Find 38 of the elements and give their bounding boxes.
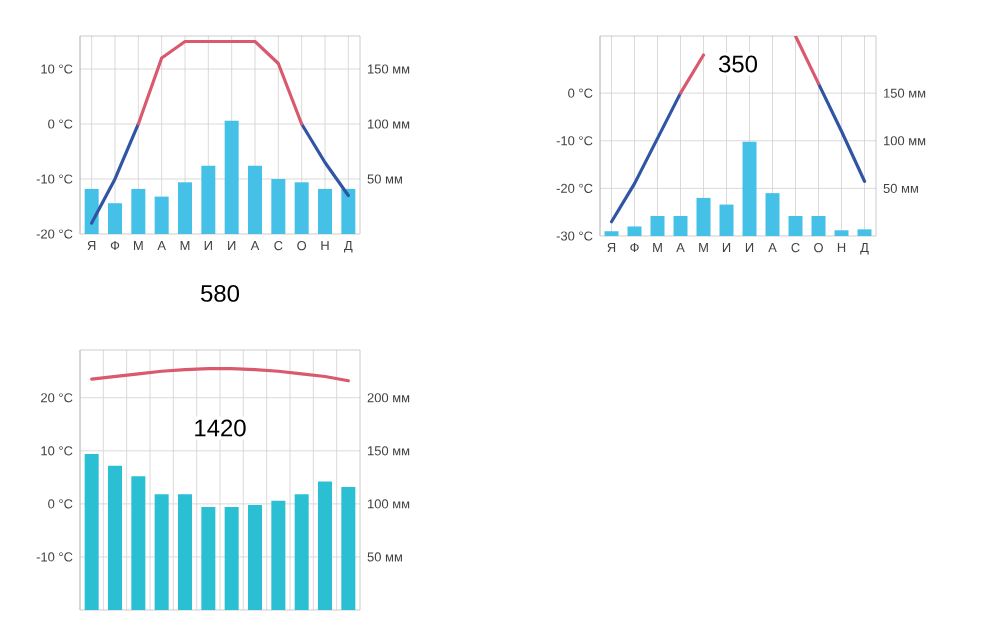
bar xyxy=(788,215,803,236)
bar xyxy=(84,188,99,234)
bar xyxy=(108,465,122,610)
bar xyxy=(131,476,146,610)
bar xyxy=(765,193,780,236)
bar xyxy=(341,486,356,610)
text: 580 xyxy=(201,284,240,302)
bar xyxy=(294,182,309,234)
bar xyxy=(742,141,757,236)
bar xyxy=(248,165,262,234)
bar xyxy=(154,494,169,610)
bar xyxy=(673,215,688,236)
bar xyxy=(271,178,286,234)
bar xyxy=(131,188,146,234)
bar xyxy=(834,230,849,236)
bar xyxy=(224,507,239,610)
bar xyxy=(201,507,216,610)
bar xyxy=(154,196,169,234)
annotation: 350 xyxy=(718,55,758,73)
bar xyxy=(696,197,711,236)
bar xyxy=(224,120,239,234)
bar xyxy=(84,454,99,610)
bar xyxy=(719,204,734,236)
bar xyxy=(627,226,642,236)
bar xyxy=(318,188,332,234)
bar xyxy=(271,500,286,610)
bar xyxy=(811,215,826,236)
bar xyxy=(318,481,332,610)
bar xyxy=(650,215,665,236)
bar xyxy=(294,494,309,610)
annotation: 1420 xyxy=(195,419,246,437)
bar xyxy=(178,182,192,234)
bar xyxy=(178,494,192,610)
bar xyxy=(201,165,216,234)
bar xyxy=(341,188,356,234)
bar xyxy=(108,203,122,234)
bar xyxy=(857,229,872,236)
bar xyxy=(248,504,262,610)
